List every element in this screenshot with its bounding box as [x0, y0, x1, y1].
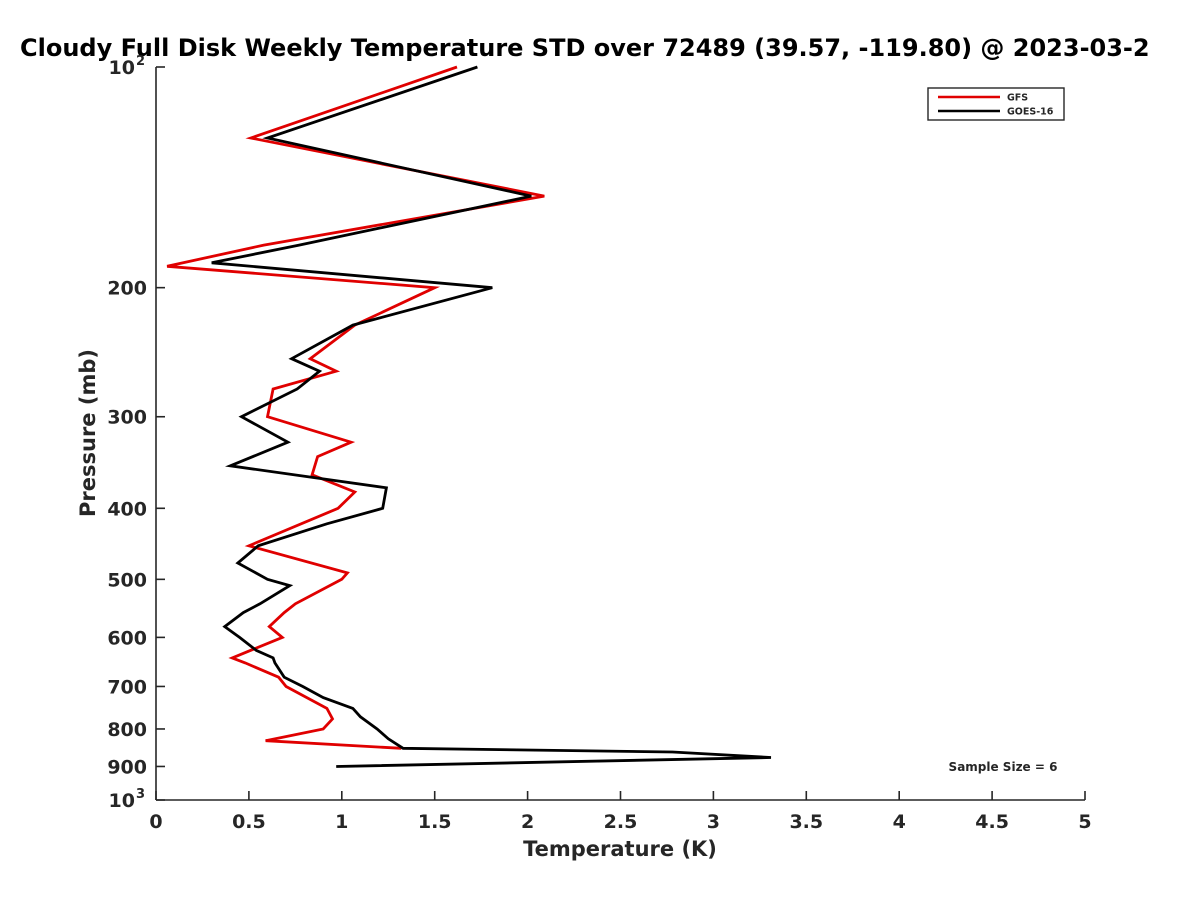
axes-layer: 0 0.5 1 1.5 2 2.5 3 3.5 4 4.5 510 22003004005006007…	[107, 54, 1091, 833]
x-tick-label: 1	[335, 811, 348, 833]
y-tick-label: 200	[107, 278, 147, 300]
x-tick-label: 2	[521, 811, 534, 833]
chart-title: Cloudy Full Disk Weekly Temperature STD …	[20, 34, 1150, 62]
legend: GFS GOES-16	[927, 87, 1065, 121]
x-tick-label: 3.5	[789, 811, 823, 833]
series-line-goes-16	[211, 65, 772, 768]
legend-box	[927, 87, 1065, 121]
x-axis-label: Temperature (K)	[523, 837, 717, 861]
y-tick-label: 10	[109, 57, 135, 79]
y-tick-label: 900	[107, 756, 147, 778]
y-tick-label: 700	[107, 676, 147, 698]
y-axis-label: Pressure (mb)	[76, 349, 100, 517]
y-tick-label: 10	[109, 790, 135, 812]
y-tick-label: 800	[107, 719, 147, 741]
x-tick-label: 4	[893, 811, 906, 833]
legend-label-goes-16: GOES-16	[1007, 107, 1054, 118]
y-tick-label: 600	[107, 627, 147, 649]
y-tick-label: 300	[107, 407, 147, 429]
x-tick-label: 5	[1078, 811, 1091, 833]
x-tick-label: 1.5	[418, 811, 452, 833]
x-tick-label: 3	[707, 811, 720, 833]
sample-size-annotation: Sample Size = 6	[949, 760, 1058, 774]
x-tick-label: 2.5	[604, 811, 638, 833]
x-tick-label: 0	[149, 811, 162, 833]
y-tick-exponent: 2	[136, 54, 145, 69]
y-tick-exponent: 3	[136, 787, 145, 802]
x-tick-label: 0.5	[232, 811, 266, 833]
y-tick-label: 500	[107, 569, 147, 591]
x-tick-label: 4.5	[975, 811, 1009, 833]
series-layer	[166, 65, 772, 768]
series-line-gfs	[166, 65, 545, 750]
legend-label-gfs: GFS	[1007, 93, 1028, 104]
y-tick-label: 400	[107, 498, 147, 520]
